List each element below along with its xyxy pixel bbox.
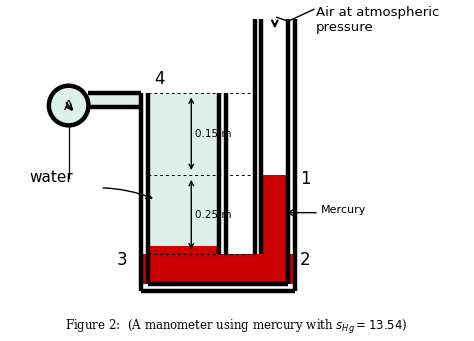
Text: Air at atmospheric
pressure: Air at atmospheric pressure — [316, 6, 439, 34]
Text: water: water — [29, 170, 73, 186]
Bar — [89, 93, 141, 106]
Text: 0.25 m: 0.25 m — [195, 210, 232, 220]
Bar — [262, 175, 288, 254]
Text: 2: 2 — [300, 251, 310, 269]
Text: 4: 4 — [155, 70, 165, 88]
Text: 0.15 m: 0.15 m — [195, 129, 232, 139]
Text: 1: 1 — [300, 170, 310, 188]
Text: A: A — [64, 99, 73, 113]
Bar — [148, 93, 219, 254]
Circle shape — [49, 86, 89, 125]
Text: Mercury: Mercury — [321, 205, 366, 215]
Bar — [141, 254, 295, 284]
Bar — [148, 247, 219, 254]
Text: Figure 2:  (A manometer using mercury with $s_{Hg} = 13.54$): Figure 2: (A manometer using mercury wit… — [64, 318, 407, 336]
Text: 3: 3 — [116, 251, 127, 269]
